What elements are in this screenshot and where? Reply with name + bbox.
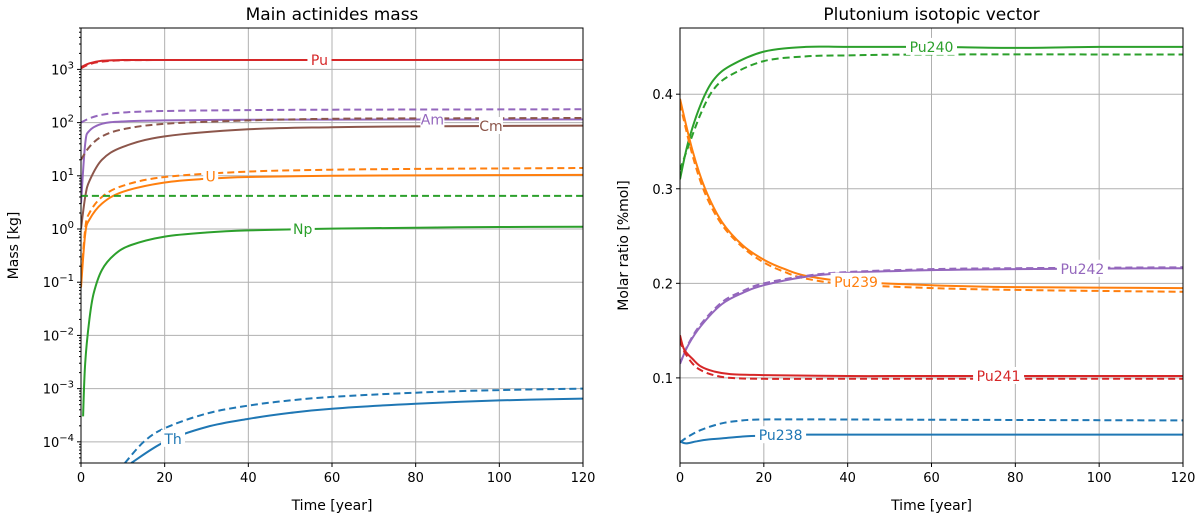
x-tick-label: 20	[156, 471, 173, 486]
x-tick-label: 120	[571, 471, 596, 486]
y-tick-label: 10−1	[43, 273, 74, 291]
unnamed-3-dashed-line	[680, 103, 1183, 293]
series-label-am: Am	[421, 112, 444, 128]
unnamed-5-dashed-line	[680, 266, 1183, 365]
pu241-solid-line	[680, 335, 1183, 378]
y-tick-label: 0.3	[652, 183, 673, 198]
label-background	[420, 110, 445, 128]
pu242-solid-line	[680, 267, 1183, 365]
y-tick-label: 10−3	[43, 380, 74, 398]
y-tick-label: 0.1	[652, 372, 673, 387]
am-solid-line	[81, 118, 583, 204]
label-background	[203, 167, 219, 185]
u-solid-line	[81, 173, 583, 288]
x-tick-label: 0	[676, 471, 684, 486]
series-label-pu241: Pu241	[977, 369, 1021, 385]
chart-title: Main actinides mass	[246, 5, 419, 25]
label-background	[307, 51, 332, 69]
series-label-pu239: Pu239	[834, 275, 878, 291]
x-tick-label: 100	[487, 471, 512, 486]
y-tick-label: 0.2	[652, 277, 673, 292]
label-background	[161, 429, 186, 447]
np-solid-line	[82, 225, 583, 417]
pu240-solid-line	[680, 45, 1183, 180]
label-background	[755, 426, 807, 444]
x-tick-label: 120	[1171, 471, 1196, 486]
x-tick-label: 60	[923, 471, 940, 486]
y-axis-label: Molar ratio [%mol]	[616, 180, 632, 310]
label-background	[1056, 259, 1108, 277]
series-label-pu: Pu	[311, 53, 328, 69]
y-tick-label: 10−4	[43, 433, 74, 451]
y-tick-label: 10−2	[43, 326, 74, 344]
y-tick-label: 102	[51, 114, 74, 132]
x-tick-label: 100	[1087, 471, 1112, 486]
x-axis-label: Time [year]	[890, 498, 972, 514]
x-tick-label: 20	[756, 471, 773, 486]
pu238-solid-line	[680, 433, 1183, 445]
x-tick-label: 80	[1007, 471, 1024, 486]
unnamed-1-dashed-line	[680, 53, 1183, 171]
x-axis-label: Time [year]	[291, 498, 373, 514]
chart-1: Pu Am Cm U Np Th 0 20 40 60 80 100 120 10−4 10−3 10−2 10…	[6, 5, 595, 514]
unnamed-7-dashed-line	[81, 167, 583, 283]
cm-solid-line	[81, 124, 583, 230]
th-solid-line	[130, 397, 583, 463]
pu239-solid-line	[680, 98, 1183, 290]
y-tick-label: 100	[51, 220, 74, 238]
label-background	[478, 116, 503, 134]
x-tick-label: 40	[839, 471, 856, 486]
series-label-th: Th	[163, 432, 181, 448]
x-tick-label: 0	[77, 471, 85, 486]
series-label-u: U	[206, 170, 216, 186]
series-label-pu240: Pu240	[910, 40, 954, 56]
y-tick-label: 103	[51, 60, 74, 78]
label-background	[973, 367, 1025, 384]
x-tick-label: 80	[407, 471, 424, 486]
series-label-pu242: Pu242	[1061, 262, 1105, 278]
unnamed-5-dashed-line	[81, 117, 583, 161]
x-tick-label: 60	[324, 471, 341, 486]
y-axis-label: Mass [kg]	[6, 212, 22, 280]
series-label-cm: Cm	[479, 119, 502, 135]
y-tick-label: 101	[51, 167, 74, 185]
label-background	[906, 37, 957, 55]
unnamed-3-dashed-line	[81, 108, 583, 124]
unnamed-11-dashed-line	[124, 387, 583, 463]
x-tick-label: 40	[240, 471, 257, 486]
unnamed-1-dashed-line	[81, 58, 583, 70]
series-label-pu238: Pu238	[759, 428, 803, 444]
unnamed-8-dashed-line	[680, 418, 1183, 444]
y-tick-label: 0.4	[652, 88, 673, 103]
chart-title: Plutonium isotopic vector	[823, 5, 1039, 25]
series-label-np: Np	[293, 222, 312, 238]
series-group	[680, 45, 1183, 445]
label-background	[830, 272, 882, 290]
series-group	[81, 58, 583, 463]
label-background	[290, 220, 315, 238]
chart-2: Pu240 Pu239 Pu242 Pu241 Pu238 0 20 40 60 80 100 120…	[616, 5, 1195, 514]
unnamed-7-dashed-line	[680, 339, 1183, 380]
